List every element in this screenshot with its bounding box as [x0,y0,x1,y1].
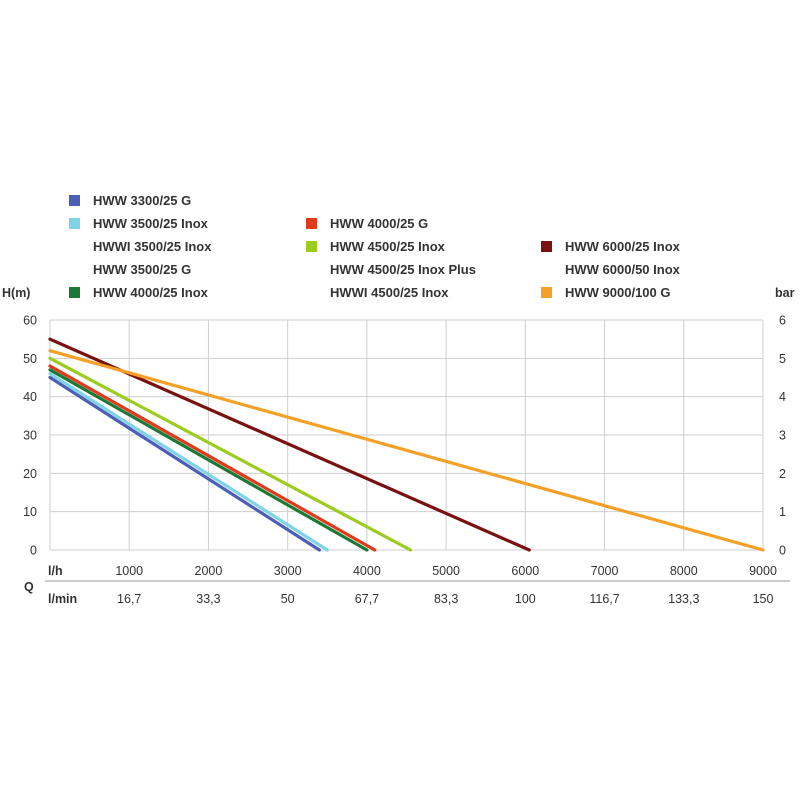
x-tick-label-secondary: 100 [515,592,536,606]
legend-swatch [306,218,317,229]
x-tick-label-primary: 4000 [353,564,381,578]
series-line-1 [48,372,329,552]
series-line-3 [48,364,377,552]
x-tick-label-primary: 8000 [670,564,698,578]
legend-label: HWW 6000/50 Inox [565,262,681,277]
y-axis-right: 0 1 2 3 4 5 6 [779,314,786,558]
legend-label: HWWI 3500/25 Inox [93,239,212,254]
legend-swatch [69,287,80,298]
x-tick-label-primary: 1000 [115,564,143,578]
y-tick-label-right: 0 [779,544,786,558]
x-axis-primary: 1000 2000 3000 4000 5000 6000 7000 8000 9000 [115,564,777,578]
legend-label: HWW 4000/25 G [330,216,428,231]
legend-label: HWW 6000/25 Inox [565,239,681,254]
x-tick-label-secondary: 33,3 [196,592,220,606]
legend-swatch [541,287,552,298]
x-tick-label-secondary: 50 [281,592,295,606]
y-tick-label-left: 0 [30,544,37,558]
y-tick-label-left: 30 [23,429,37,443]
x-unit-primary: l/h [48,564,63,578]
x-tick-label-secondary: 150 [753,592,774,606]
x-tick-label-primary: 7000 [591,564,619,578]
legend-label: HWW 3500/25 Inox [93,216,209,231]
y-tick-label-right: 4 [779,390,786,404]
x-tick-label-primary: 9000 [749,564,777,578]
legend-swatch [69,218,80,229]
series-line-4 [48,356,413,552]
legend-label: HWWI 4500/25 Inox [330,285,449,300]
x-tick-label-secondary: 133,3 [668,592,699,606]
legend-label: HWW 3500/25 G [93,262,191,277]
y-tick-label-left: 10 [23,505,37,519]
x-unit-secondary: l/min [48,592,77,606]
x-tick-label-primary: 2000 [195,564,223,578]
x-tick-label-primary: 5000 [432,564,460,578]
series-line-6 [48,349,765,552]
series-lines [48,337,765,552]
legend-label: HWW 3300/25 G [93,193,191,208]
x-tick-label-primary: 6000 [511,564,539,578]
y-axis-left: 0 10 20 30 40 50 60 [23,314,37,558]
y-tick-label-right: 5 [779,352,786,366]
legend-label: HWW 4500/25 Inox Plus [330,262,476,277]
x-tick-label-secondary: 67,7 [355,592,379,606]
x-tick-label-secondary: 16,7 [117,592,141,606]
series-line-2 [48,368,369,552]
x-row-label: Q [24,580,34,594]
series-line-0 [48,375,321,552]
y-tick-label-left: 40 [23,390,37,404]
legend-label: HWW 4000/25 Inox [93,285,209,300]
x-axis-secondary: 16,7 33,3 50 67,7 83,3 100 116,7 133,3 150 [117,592,773,606]
y-tick-label-right: 2 [779,467,786,481]
legend-swatch [69,195,80,206]
y-axis-label-left: H(m) [2,286,30,300]
y-axis-label-right: bar [775,286,795,300]
y-tick-label-right: 3 [779,429,786,443]
grid [49,319,764,551]
y-tick-label-right: 1 [779,505,786,519]
legend-swatch [541,241,552,252]
x-tick-label-secondary: 83,3 [434,592,458,606]
y-tick-label-left: 60 [23,314,37,328]
legend: HWW 3300/25 G HWW 3500/25 Inox HWWI 3500/2… [69,193,681,300]
legend-label: HWW 9000/100 G [565,285,671,300]
x-tick-label-primary: 3000 [274,564,302,578]
x-tick-label-secondary: 116,7 [589,592,619,606]
legend-label: HWW 4500/25 Inox [330,239,446,254]
y-tick-label-left: 50 [23,352,37,366]
y-tick-label-left: 20 [23,467,37,481]
legend-swatch [306,241,317,252]
y-tick-label-right: 6 [779,314,786,328]
